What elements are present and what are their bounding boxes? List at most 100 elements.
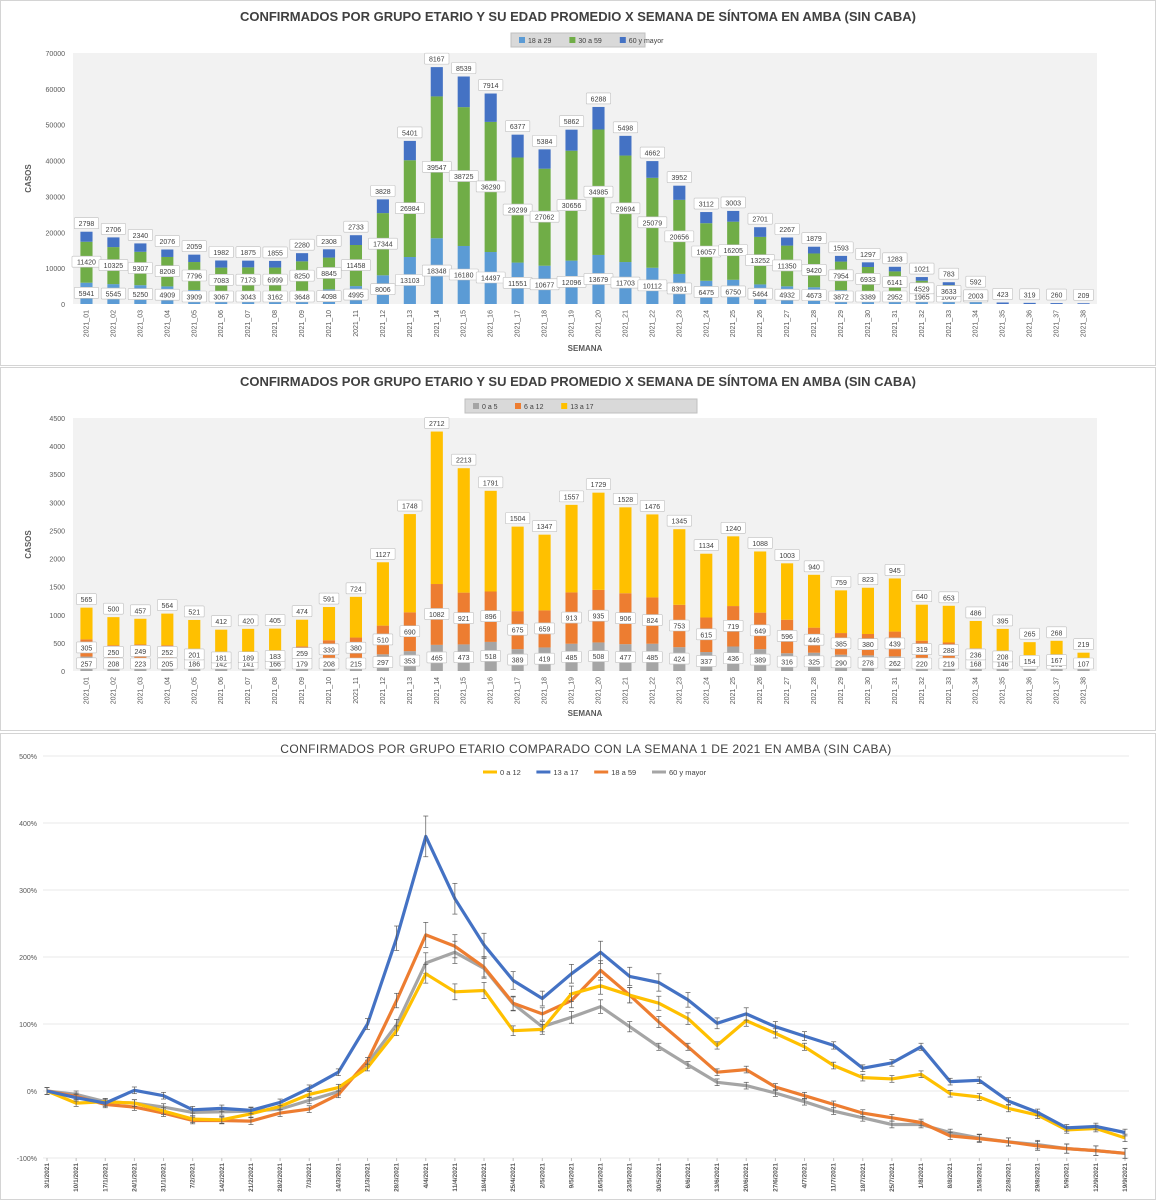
data-label-60-y-mayor-2021_15: 8539 (456, 66, 472, 73)
data-label-box (666, 282, 692, 295)
bar-60-y-mayor-2021_25 (727, 210, 740, 222)
bar-13-a-17-2021_10 (322, 607, 336, 641)
data-label-60-y-mayor-2021_06: 1982 (213, 250, 229, 257)
data-label-60-y-mayor-2021_09: 2280 (294, 243, 310, 250)
bar-60-y-mayor-2021_33 (942, 282, 955, 286)
data-label-group: 29694 (610, 202, 641, 215)
data-label-18-a-29-2021_15: 16180 (454, 272, 474, 279)
bar-60-y-mayor-2021_19 (565, 129, 578, 151)
data-label-group: 353 (399, 654, 421, 667)
data-label-60-y-mayor-2021_08: 1855 (267, 250, 283, 257)
error-bar-18-a-59 (831, 1100, 837, 1109)
x-tick-label: 2021_25 (730, 310, 737, 337)
data-label-box (451, 62, 477, 74)
relative-change-chart: CONFIRMADOS POR GRUPO ETARIO COMPARADO C… (17, 742, 1129, 1192)
bar-13-a-17-2021_27 (781, 563, 794, 620)
data-label-0-a-5-2021_04: 205 (161, 662, 173, 669)
data-label-13-a-17-2021_02: 500 (108, 607, 120, 614)
data-label-box (76, 593, 97, 605)
data-label-60-y-mayor-2021_01: 2798 (79, 221, 95, 228)
data-label-0-a-5-2021_28: 325 (808, 659, 820, 666)
data-label-group: 249 (130, 645, 151, 657)
data-label-13-a-17-2021_13: 1748 (402, 504, 418, 511)
data-label-box (127, 288, 153, 300)
bar-60-y-mayor-2021_18 (538, 149, 551, 169)
x-tick-label: 2021_19 (569, 310, 576, 337)
error-bar-18-a-59 (394, 992, 400, 1009)
bar-13-a-17-2021_30 (861, 587, 875, 635)
data-label-box (965, 648, 986, 661)
bar-60-y-mayor-2021_24 (700, 212, 713, 224)
data-label-box (938, 267, 959, 280)
data-label-18-a-29-2021_10: 4098 (321, 294, 337, 301)
data-label-box (992, 650, 1013, 663)
data-label-group: 405 (264, 614, 286, 626)
data-label-6-a-12-2021_18: 659 (539, 626, 551, 633)
data-label-0-a-5-2021_03: 223 (135, 662, 147, 669)
data-label-group: 36290 (475, 180, 506, 193)
data-label-box (1073, 288, 1094, 301)
data-label-group: 719 (723, 619, 744, 632)
data-label-18-a-29-2021_32: 1965 (914, 295, 930, 302)
error-bar-13-a-17 (1064, 1124, 1070, 1132)
data-label-box (154, 265, 180, 277)
data-label-6-a-12-2021_31: 439 (889, 641, 901, 648)
legend: 18 a 29 30 a 59 60 y mayor (510, 32, 664, 48)
data-label-group: 3043 (235, 290, 261, 303)
error-bar-0-a-12 (364, 1063, 370, 1072)
data-label-box (911, 657, 933, 670)
data-label-group: 921 (453, 612, 474, 624)
data-label-group: 6933 (855, 273, 881, 285)
data-label-group: 1748 (397, 499, 423, 512)
data-label-group: 424 (669, 652, 690, 665)
data-label-30-a-59-2021_10: 8845 (321, 271, 337, 278)
data-label-60-y-mayor-2021_23: 3952 (672, 175, 688, 182)
data-label-group: 1982 (208, 246, 234, 258)
data-label-box (211, 651, 232, 664)
data-label-group: 260 (1046, 288, 1067, 301)
y-tick-label: 10000 (46, 266, 66, 273)
data-label-group: 690 (399, 625, 421, 638)
data-label-60-y-mayor-2021_04: 2076 (160, 239, 176, 246)
bar-60-y-mayor-2021_37 (1050, 303, 1063, 304)
data-label-box (882, 276, 908, 288)
data-label-0-a-5-2021_35: 146 (997, 662, 1009, 669)
data-label-60-y-mayor-2021_17: 6377 (510, 124, 526, 131)
data-label-box (803, 560, 825, 573)
data-label-18-a-29-2021_05: 3909 (186, 294, 202, 301)
data-label-group: 29299 (502, 203, 533, 216)
error-bar-13-a-17 (889, 1059, 895, 1067)
data-label-group: 4995 (343, 288, 369, 301)
x-tick-label: 2021_02 (110, 677, 117, 704)
data-label-group: 1593 (828, 241, 854, 254)
data-label-box (237, 651, 259, 664)
data-label-group: 486 (965, 606, 986, 619)
data-label-0-a-5-2021_29: 290 (835, 660, 847, 667)
data-label-box (100, 223, 126, 235)
data-label-box (642, 651, 663, 663)
data-label-60-y-mayor-2021_21: 5498 (618, 125, 634, 132)
data-label-60-y-mayor-2021_19: 5862 (564, 119, 580, 126)
data-label-box (803, 655, 825, 668)
x-tick-label: 2021_12 (380, 677, 387, 704)
x-tick-label: 20/6/2021 (743, 1163, 750, 1192)
x-tick-label: 15/8/2021 (976, 1163, 983, 1192)
legend-label-60-y-mayor: 60 y mayor (669, 768, 707, 777)
data-label-30-a-59-2021_27: 11350 (778, 263, 797, 270)
data-label-box (370, 283, 396, 295)
data-label-group: 446 (803, 633, 825, 646)
bar-13-a-17-2021_26 (754, 551, 767, 613)
data-label-group: 27062 (529, 210, 560, 223)
data-label-box (1073, 657, 1094, 670)
x-tick-label: 2021_14 (434, 677, 441, 704)
data-label-box (938, 591, 959, 604)
bar-13-a-17-2021_06 (215, 629, 228, 653)
legend-swatch-0-a-5 (473, 403, 479, 409)
x-tick-label: 2021_30 (865, 677, 872, 704)
error-bar-18-a-59 (306, 1105, 312, 1113)
data-label-13-a-17-2021_31: 945 (889, 568, 901, 575)
data-label-box (1046, 288, 1067, 301)
x-axis-label: SEMANA (568, 344, 603, 353)
data-label-group: 208 (103, 657, 124, 670)
data-label-0-a-5-2021_08: 166 (269, 662, 281, 669)
